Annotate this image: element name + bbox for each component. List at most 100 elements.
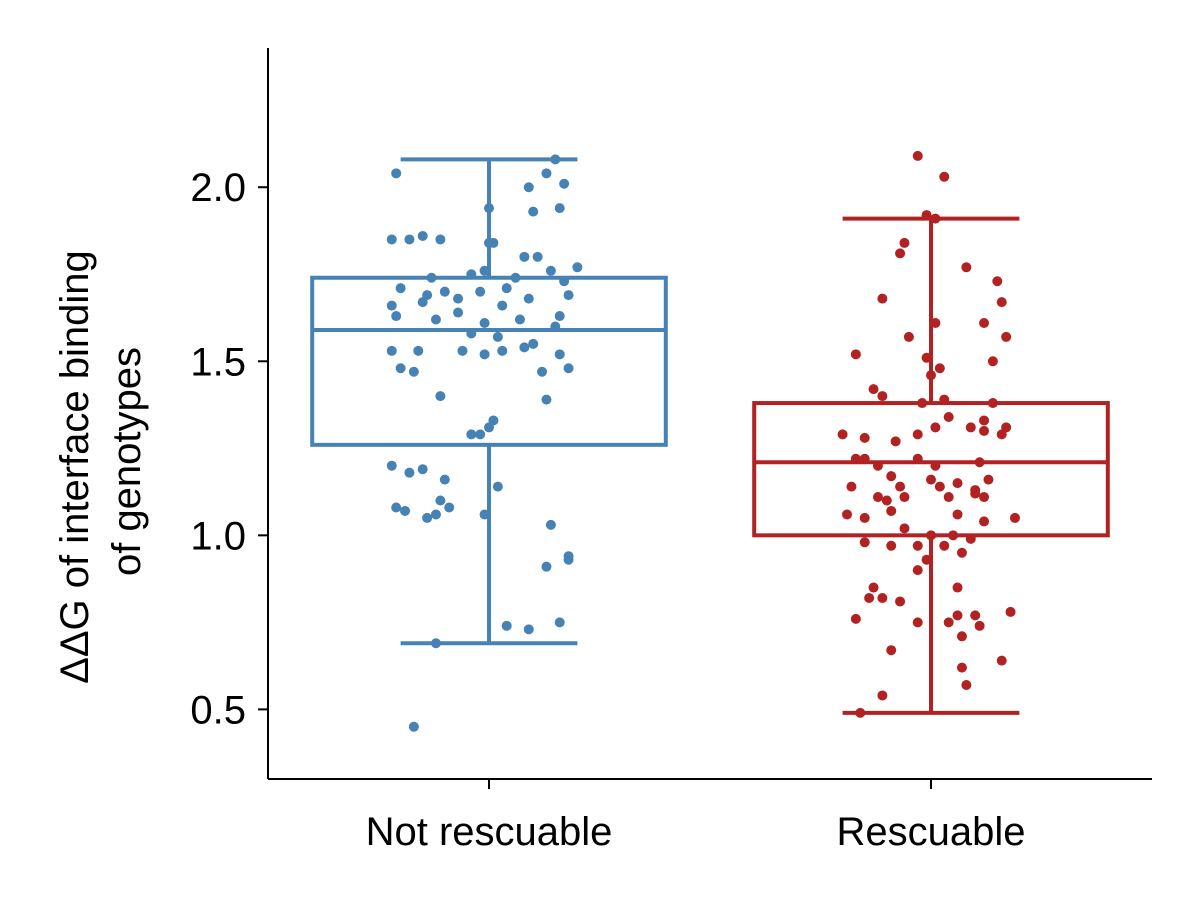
data-point [559, 178, 570, 189]
data-point [386, 345, 397, 356]
data-point [895, 596, 906, 607]
data-point [435, 495, 446, 506]
data-point [886, 471, 897, 482]
data-point [1001, 331, 1012, 342]
data-point [554, 617, 565, 628]
data-point [537, 366, 548, 377]
data-point [948, 530, 959, 541]
data-point [952, 509, 963, 520]
data-point [435, 234, 446, 245]
data-point [926, 474, 936, 485]
data-point [956, 662, 967, 673]
data-point [444, 502, 455, 513]
data-point [912, 565, 923, 576]
data-point [563, 554, 574, 565]
data-point [523, 182, 534, 193]
data-point [466, 429, 477, 440]
data-point [996, 429, 1007, 440]
data-point [408, 366, 419, 377]
data-point [519, 251, 530, 262]
data-point [391, 168, 402, 179]
data-point [479, 317, 490, 328]
data-point [404, 467, 415, 478]
data-point [956, 547, 967, 558]
data-point [979, 516, 990, 527]
data-point [952, 610, 963, 621]
data-point [886, 645, 897, 656]
data-point [961, 680, 972, 691]
data-points [386, 150, 1020, 732]
data-point [859, 453, 870, 464]
data-point [391, 311, 402, 322]
data-point [939, 171, 950, 182]
data-point [859, 537, 870, 548]
data-point [541, 561, 552, 572]
data-point [930, 422, 941, 433]
data-point [510, 272, 521, 283]
data-point [934, 481, 945, 492]
data-point [881, 495, 892, 506]
data-point [417, 297, 428, 308]
data-point [877, 592, 888, 603]
data-point [501, 620, 512, 631]
data-point [979, 492, 990, 503]
data-point [939, 540, 950, 551]
data-point [912, 617, 923, 628]
data-point [453, 293, 464, 304]
data-point [983, 474, 994, 485]
data-point [492, 481, 503, 492]
data-point [979, 317, 990, 328]
y-ticks: 0.5 1.0 1.5 2.0 [190, 166, 268, 732]
data-point [475, 429, 486, 440]
data-point [996, 297, 1007, 308]
data-point [386, 460, 397, 471]
data-point [492, 331, 503, 342]
data-point [877, 690, 888, 701]
box-iqr [752, 401, 1110, 538]
data-point [528, 206, 539, 217]
data-point [970, 488, 981, 499]
data-point [859, 512, 870, 523]
data-point [837, 429, 848, 440]
data-point [912, 150, 923, 161]
data-point [890, 436, 901, 447]
data-point [554, 349, 565, 360]
data-point [484, 422, 494, 433]
data-point [926, 530, 936, 541]
data-point [497, 300, 508, 311]
data-point [395, 363, 406, 374]
data-point [466, 269, 477, 280]
data-point [992, 276, 1003, 287]
box-iqr [310, 275, 668, 447]
axes [267, 48, 1152, 780]
data-point [974, 620, 985, 631]
data-point [868, 384, 879, 395]
data-point [532, 251, 543, 262]
data-point [921, 352, 932, 363]
data-point [479, 509, 490, 520]
data-point [475, 286, 486, 297]
data-point [404, 234, 415, 245]
data-point [501, 283, 512, 294]
data-point [979, 415, 990, 426]
y-axis-title: ΔΔG of interface binding of genotypes [53, 239, 149, 684]
data-point [930, 317, 941, 328]
data-point [391, 502, 402, 513]
data-point [488, 237, 499, 248]
data-point [886, 505, 897, 516]
data-point [996, 655, 1007, 666]
data-point [921, 554, 932, 565]
data-point [850, 613, 861, 624]
data-point [850, 453, 861, 464]
y-tick-label: 2.0 [190, 166, 246, 210]
data-point [528, 338, 539, 349]
data-point [987, 398, 998, 409]
data-point [1005, 606, 1016, 617]
data-point [956, 631, 967, 642]
data-point [426, 272, 437, 283]
data-point [386, 234, 397, 245]
y-axis-title-line-1: ΔΔG of interface binding [53, 250, 97, 684]
boxes [310, 157, 1110, 715]
data-point [435, 391, 446, 402]
data-point [417, 464, 428, 475]
